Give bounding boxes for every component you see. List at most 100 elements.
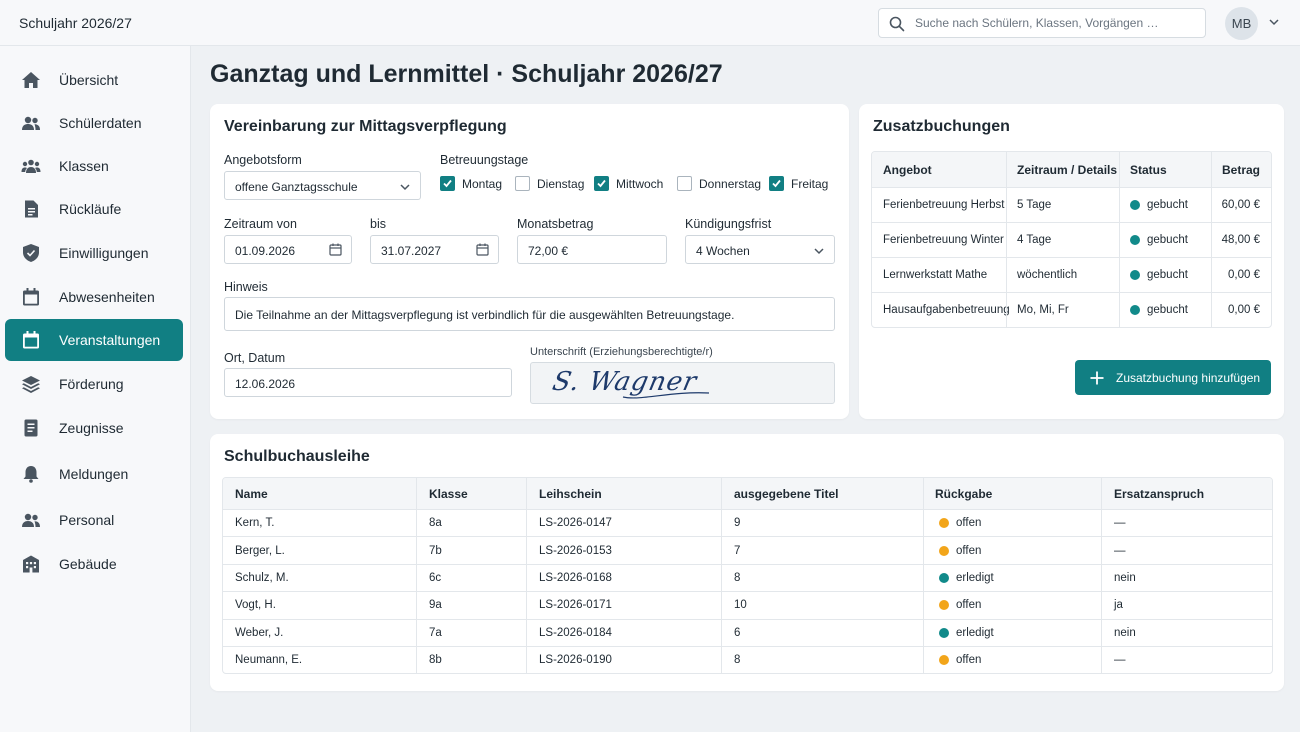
betrag-cell: 60,00 € — [1221, 199, 1260, 211]
search-icon — [889, 16, 905, 32]
building-icon — [23, 555, 39, 573]
table-row[interactable]: Ferienbetreuung Winter 4 Tage gebucht 48… — [872, 222, 1271, 257]
chevron-down-icon[interactable] — [1268, 16, 1280, 28]
ort-datum-label: Ort, Datum — [224, 351, 286, 365]
sidebar-item-ruecklaeufe[interactable]: Rückläufe — [5, 188, 183, 230]
bell-icon — [23, 466, 39, 483]
zeitraum-von-input[interactable]: 01.09.2026 — [224, 235, 352, 264]
books-card-title: Schulbuchausleihe — [224, 448, 370, 465]
signature-field[interactable]: S. Wagner — [530, 362, 835, 404]
leihschein-cell: LS-2026-0190 — [539, 654, 612, 667]
day-checkbox-freitag[interactable]: Freitag — [769, 176, 828, 191]
day-label: Dienstag — [537, 176, 585, 191]
betrag-cell: 0,00 € — [1228, 304, 1260, 316]
table-row[interactable]: Schulz, M. 6c LS-2026-0168 8 erledigt ne… — [223, 563, 1272, 592]
calendar-icon — [23, 288, 39, 306]
sidebar-item-personal[interactable]: Personal — [5, 499, 183, 541]
betreuungstage-label: Betreuungstage — [440, 153, 529, 167]
calendar-icon[interactable] — [329, 243, 342, 256]
status-dot-icon — [939, 572, 949, 583]
leihschein-cell: LS-2026-0184 — [539, 626, 612, 639]
checkbox-unchecked-icon — [677, 176, 692, 191]
name-cell: Neumann, E. — [235, 654, 303, 667]
monatsbetrag-value: 72,00 € — [528, 244, 569, 258]
day-checkbox-donnerstag[interactable]: Donnerstag — [677, 176, 761, 191]
kuendigungsfrist-select[interactable]: 4 Wochen — [685, 235, 835, 264]
ersatz-cell: ja — [1114, 599, 1123, 612]
sidebar-item-einwilligungen[interactable]: Einwilligungen — [5, 232, 183, 274]
layers-icon — [22, 376, 40, 393]
status-text: gebucht — [1147, 269, 1188, 281]
table-row[interactable]: Hausaufgabenbetreuung Mo, Mi, Fr gebucht… — [872, 292, 1271, 327]
ort-datum-input[interactable]: 12.06.2026 — [224, 368, 512, 397]
angebot-cell: Ferienbetreuung Winter — [883, 234, 1004, 246]
sidebar-item-veranstaltungen[interactable]: Veranstaltungen — [5, 319, 183, 361]
sidebar-item-zeugnisse[interactable]: Zeugnisse — [5, 407, 183, 449]
leihschein-cell: LS-2026-0168 — [539, 571, 612, 584]
day-checkbox-montag[interactable]: Montag — [440, 176, 502, 191]
ersatz-cell: nein — [1114, 626, 1136, 639]
sidebar-item-foerderung[interactable]: Förderung — [5, 363, 183, 405]
kuendigungsfrist-value: 4 Wochen — [696, 244, 750, 258]
ersatz-cell: — — [1114, 544, 1126, 557]
titel-cell: 8 — [734, 571, 741, 584]
page-title: Ganztag und Lernmittel · Schuljahr 2026/… — [210, 60, 723, 88]
status-cell: gebucht — [1130, 188, 1188, 222]
monatsbetrag-input[interactable]: 72,00 € — [517, 235, 667, 264]
day-checkbox-mittwoch[interactable]: Mittwoch — [594, 176, 663, 191]
sidebar-item-abwesenheiten[interactable]: Abwesenheiten — [5, 276, 183, 318]
sidebar-item-label: Meldungen — [59, 466, 129, 482]
hinweis-textarea[interactable]: Die Teilnahme an der Mittagsverpflegung … — [224, 297, 835, 331]
details-cell: 4 Tage — [1017, 234, 1052, 246]
status-cell: gebucht — [1130, 258, 1188, 292]
table-row[interactable]: Berger, L. 7b LS-2026-0153 7 offen — — [223, 536, 1272, 564]
status-dot-icon — [1130, 200, 1140, 210]
top-bar: Schuljahr 2026/27 MB — [0, 0, 1300, 46]
meal-agreement-card: Vereinbarung zur Mittagsverpflegung Ange… — [210, 104, 849, 419]
column-header: ausgegebene Titel — [734, 486, 839, 501]
search-input[interactable] — [915, 9, 1199, 37]
sidebar-item-meldungen[interactable]: Meldungen — [5, 453, 183, 495]
klasse-cell: 6c — [429, 571, 442, 584]
status-dot-icon — [1130, 235, 1140, 245]
sidebar-item-gebaeude[interactable]: Gebäude — [5, 543, 183, 585]
sidebar-item-label: Übersicht — [59, 72, 119, 88]
table-row[interactable]: Neumann, E. 8b LS-2026-0190 8 offen — — [223, 645, 1272, 674]
details-cell: wöchentlich — [1017, 269, 1078, 281]
calendar-icon[interactable] — [476, 243, 489, 256]
leihschein-cell: LS-2026-0147 — [539, 517, 612, 530]
status-dot-icon — [939, 545, 949, 556]
leihschein-cell: LS-2026-0153 — [539, 544, 612, 557]
meal-card-title: Vereinbarung zur Mittagsverpflegung — [224, 118, 507, 135]
table-row[interactable]: Vogt, H. 9a LS-2026-0171 10 offen ja — [223, 591, 1272, 619]
search-box[interactable] — [878, 8, 1206, 38]
books-table: Name Klasse Leihschein ausgegebene Titel… — [222, 477, 1273, 675]
table-row[interactable]: Weber, J. 7a LS-2026-0184 6 erledigt nei… — [223, 618, 1272, 646]
add-zusatzbuchung-button[interactable]: Zusatzbuchung hinzufügen — [1075, 360, 1271, 395]
zusatz-table: Angebot Zeitraum / Details Status Betrag… — [871, 151, 1272, 328]
sidebar-item-label: Förderung — [59, 376, 124, 392]
kuendigungsfrist-label: Kündigungsfrist — [685, 217, 772, 231]
rueckgabe-cell: offen — [939, 592, 981, 618]
betrag-cell: 48,00 € — [1221, 234, 1260, 246]
ersatz-cell: — — [1114, 654, 1126, 667]
day-checkbox-dienstag[interactable]: Dienstag — [515, 176, 584, 191]
sidebar-item-schuelerdaten[interactable]: Schülerdaten — [5, 102, 183, 144]
calendar-icon — [23, 331, 39, 349]
status-text: gebucht — [1147, 234, 1188, 246]
angebotsform-select[interactable]: offene Ganztagsschule — [224, 171, 421, 200]
add-button-label: Zusatzbuchung hinzufügen — [1116, 370, 1261, 385]
avatar[interactable]: MB — [1225, 7, 1258, 40]
table-row[interactable]: Kern, T. 8a LS-2026-0147 9 offen — — [223, 509, 1272, 537]
name-cell: Kern, T. — [235, 517, 275, 530]
bis-value: 31.07.2027 — [381, 244, 442, 258]
people-icon — [22, 513, 40, 527]
bis-input[interactable]: 31.07.2027 — [370, 235, 499, 264]
hinweis-label: Hinweis — [224, 280, 268, 294]
angebot-cell: Hausaufgabenbetreuung — [883, 304, 1010, 316]
table-row[interactable]: Ferienbetreuung Herbst 5 Tage gebucht 60… — [872, 187, 1271, 222]
sidebar-item-uebersicht[interactable]: Übersicht — [5, 59, 183, 101]
table-row[interactable]: Lernwerkstatt Mathe wöchentlich gebucht … — [872, 257, 1271, 292]
sidebar-item-klassen[interactable]: Klassen — [5, 145, 183, 187]
ersatz-cell: nein — [1114, 571, 1136, 584]
